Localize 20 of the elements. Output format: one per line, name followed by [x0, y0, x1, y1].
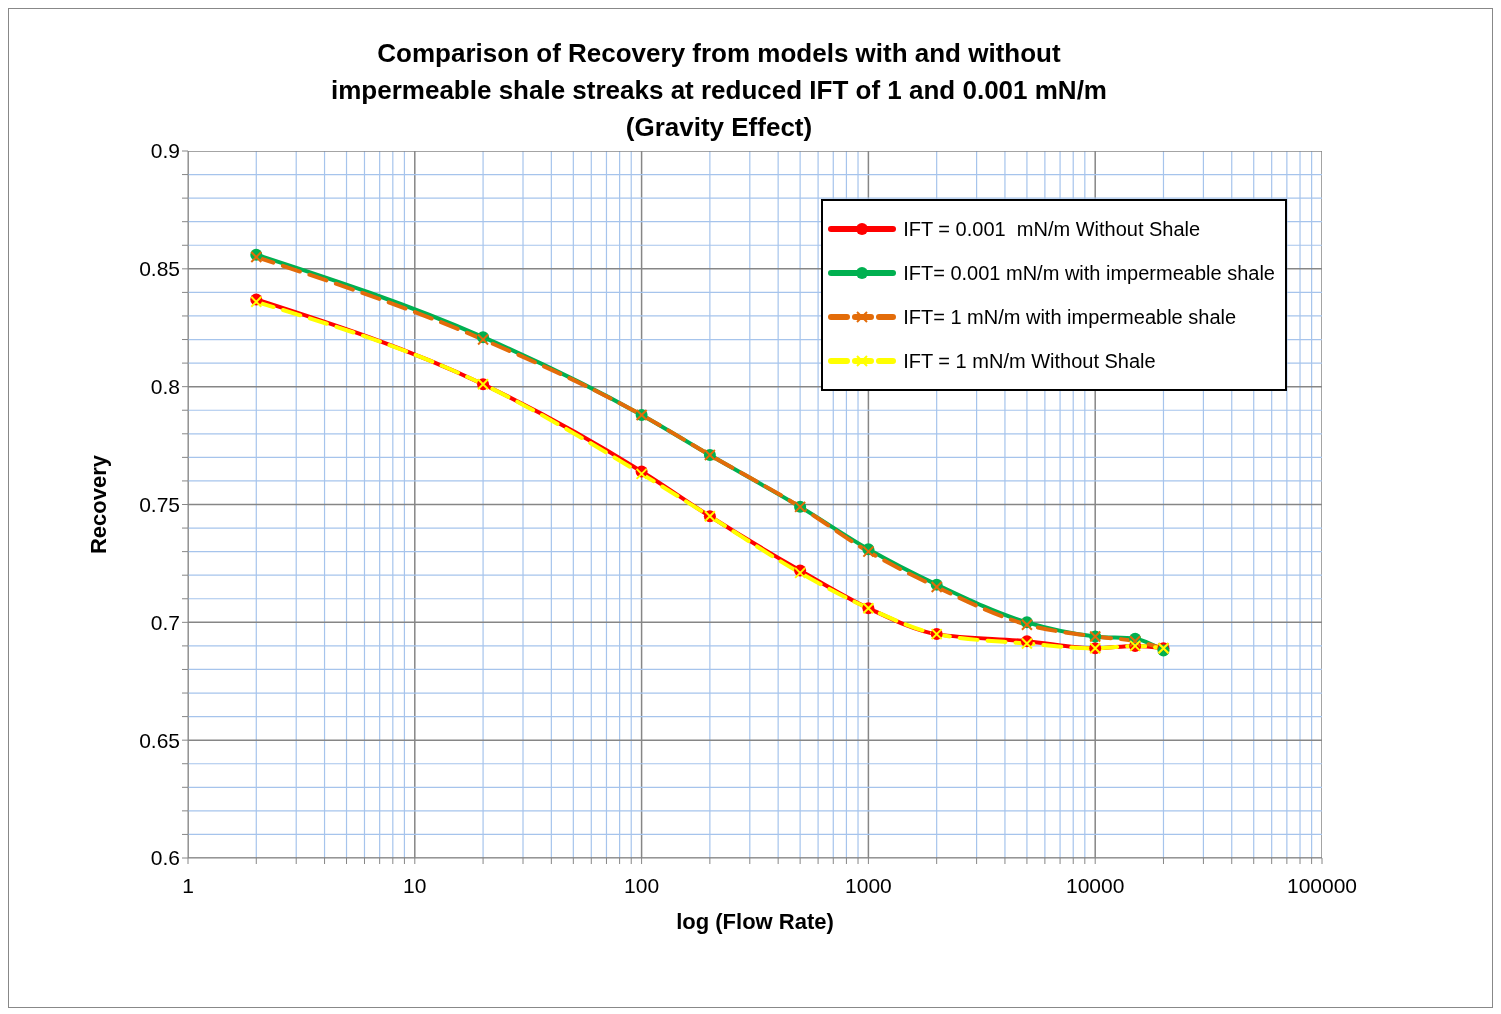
y-tick-label: 0.7 [150, 610, 180, 634]
y-tick-label: 0.85 [139, 257, 180, 281]
x-tick-label: 100 [624, 873, 660, 897]
x-tick-label: 10000 [1066, 873, 1125, 897]
x-axis-title: log (Flow Rate) [676, 909, 834, 934]
x-tick-label: 1000 [845, 873, 892, 897]
legend-label: IFT= 0.001 mN/m with impermeable shale [903, 261, 1275, 285]
x-tick-label: 10 [403, 873, 427, 897]
y-tick-label: 0.9 [150, 139, 180, 163]
chart-title: Comparison of Recovery from models with and without impermeable shale streaks at reduced IFT of 1 and 0.001 mN/m (Gravity Effect) [330, 37, 1108, 144]
y-tick-label: 0.75 [139, 492, 180, 516]
legend-label: IFT = 1 mN/m Without Shale [903, 349, 1156, 373]
legend-label: IFT = 0.001 mN/m Without Shale [903, 217, 1201, 241]
y-tick-label: 0.8 [150, 375, 180, 399]
y-tick-label: 0.65 [139, 728, 180, 752]
legend-label: IFT= 1 mN/m with impermeable shale [903, 305, 1237, 329]
y-tick-label: 0.6 [150, 846, 180, 870]
x-tick-label: 1 [182, 873, 194, 897]
y-axis-title: Recovery [85, 454, 111, 555]
x-tick-label: 100000 [1286, 873, 1358, 897]
